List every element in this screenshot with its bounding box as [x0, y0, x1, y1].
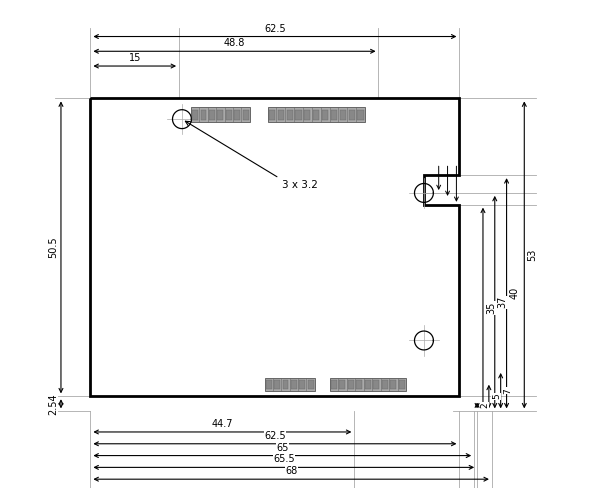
Text: 50.5: 50.5	[48, 237, 58, 258]
Text: 65.5: 65.5	[273, 455, 295, 465]
Text: 7: 7	[503, 388, 512, 393]
Bar	[266, 379, 272, 389]
Bar	[348, 379, 354, 389]
Text: 2.54: 2.54	[48, 393, 58, 415]
Bar	[349, 110, 355, 120]
Bar	[331, 379, 337, 389]
Bar	[313, 110, 319, 120]
Bar	[399, 379, 405, 389]
Bar	[358, 110, 364, 120]
Bar	[291, 379, 297, 389]
Text: 37: 37	[498, 296, 508, 308]
Text: 62.5: 62.5	[264, 23, 286, 33]
Bar	[322, 110, 328, 120]
Bar	[191, 108, 250, 122]
Bar	[331, 110, 337, 120]
Text: 62.5: 62.5	[264, 431, 286, 441]
Text: 44.7: 44.7	[212, 419, 233, 429]
Text: 3 x 3.2: 3 x 3.2	[282, 180, 318, 190]
Bar	[283, 379, 289, 389]
Bar	[299, 379, 305, 389]
Bar	[391, 379, 397, 389]
Bar	[242, 110, 248, 120]
Text: 53: 53	[527, 249, 537, 261]
Bar	[217, 110, 223, 120]
Bar	[373, 379, 379, 389]
Bar	[274, 379, 280, 389]
Text: 40: 40	[509, 287, 520, 299]
Text: 2: 2	[480, 402, 489, 408]
Text: 48.8: 48.8	[224, 38, 245, 48]
Text: 15: 15	[128, 53, 141, 63]
Bar	[329, 377, 406, 390]
Bar	[200, 110, 206, 120]
Bar	[268, 108, 365, 122]
Text: 5: 5	[492, 394, 501, 399]
Bar	[356, 379, 362, 389]
Bar	[269, 110, 275, 120]
Bar	[295, 110, 302, 120]
Bar	[365, 379, 371, 389]
Bar	[192, 110, 198, 120]
Text: 65: 65	[276, 443, 289, 453]
Bar	[209, 110, 215, 120]
Text: 68: 68	[285, 466, 297, 476]
Bar	[304, 110, 310, 120]
Bar	[340, 379, 345, 389]
Bar	[226, 110, 232, 120]
Bar	[308, 379, 314, 389]
Bar	[287, 110, 293, 120]
Text: 35: 35	[486, 302, 496, 314]
Bar	[382, 379, 388, 389]
Bar	[340, 110, 346, 120]
Bar	[234, 110, 240, 120]
Bar	[265, 377, 315, 390]
Bar	[278, 110, 284, 120]
